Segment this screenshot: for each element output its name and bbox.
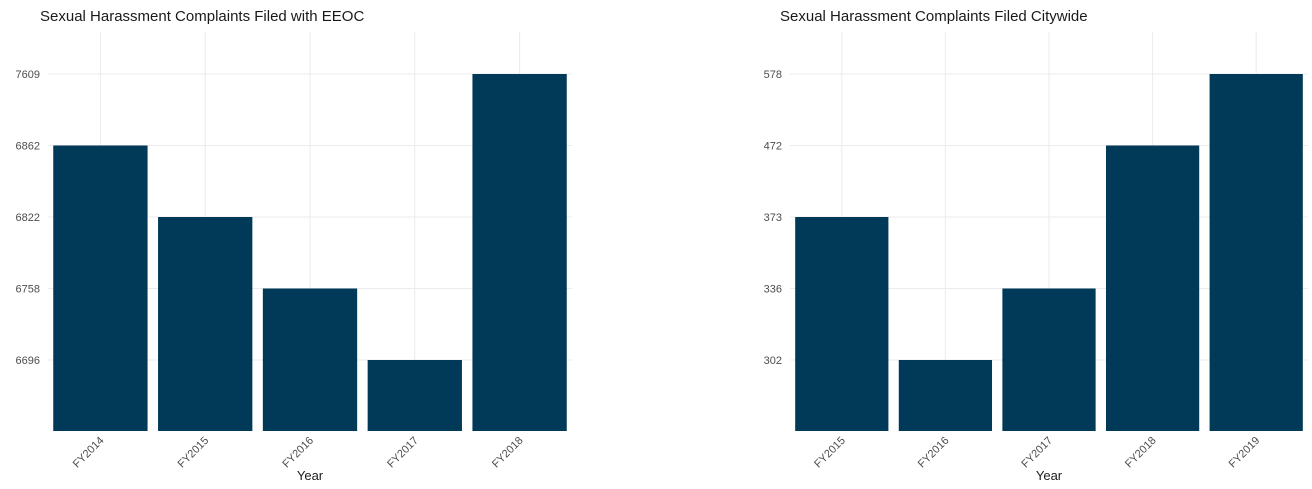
x-tick-label: FY2016 bbox=[280, 435, 316, 471]
x-tick-label: FY2018 bbox=[490, 435, 526, 471]
y-tick-label: 302 bbox=[764, 355, 782, 367]
x-axis-title: Year bbox=[297, 468, 324, 483]
y-tick-label: 578 bbox=[764, 69, 782, 81]
chart-title: Sexual Harassment Complaints Filed with … bbox=[40, 8, 365, 25]
y-tick-label: 373 bbox=[764, 212, 782, 224]
x-tick-label: FY2014 bbox=[71, 435, 107, 471]
bar bbox=[367, 360, 462, 431]
x-tick-label: FY2018 bbox=[1123, 435, 1159, 471]
x-tick-label: FY2015 bbox=[812, 435, 848, 471]
y-tick-label: 6696 bbox=[16, 355, 40, 367]
chart-panel-eeoc: Sexual Harassment Complaints Filed with … bbox=[0, 0, 600, 489]
chart-panel-citywide: Sexual Harassment Complaints Filed Cityw… bbox=[740, 0, 1312, 489]
bar bbox=[1002, 288, 1096, 431]
bar bbox=[1105, 145, 1200, 431]
y-tick-label: 6862 bbox=[16, 141, 40, 153]
y-tick-label: 6758 bbox=[16, 284, 40, 296]
y-tick-label: 336 bbox=[764, 284, 782, 296]
bar-chart-eeoc: 6696 6758 6822 6862 7609 FY2014 FY2015 FY2016 FY… bbox=[16, 32, 572, 483]
bar bbox=[898, 360, 993, 431]
bar bbox=[53, 145, 148, 431]
bar bbox=[158, 217, 253, 431]
x-tick-label: FY2019 bbox=[1227, 435, 1263, 471]
bar bbox=[1209, 74, 1303, 431]
x-axis-title: Year bbox=[1036, 468, 1063, 483]
x-tick-label: FY2015 bbox=[176, 435, 212, 471]
y-tick-label: 7609 bbox=[16, 69, 40, 81]
bar bbox=[472, 74, 567, 431]
y-tick-label: 472 bbox=[764, 141, 782, 153]
x-tick-label: FY2017 bbox=[1019, 435, 1055, 471]
y-tick-label: 6822 bbox=[16, 212, 40, 224]
bar bbox=[795, 217, 889, 431]
chart-title: Sexual Harassment Complaints Filed Cityw… bbox=[780, 8, 1088, 25]
bar-chart-citywide: 302 336 373 472 578 FY2015 FY2016 FY2017 FY2018 F… bbox=[764, 32, 1308, 483]
bar bbox=[262, 288, 358, 431]
x-tick-label: FY2016 bbox=[916, 435, 952, 471]
x-tick-label: FY2017 bbox=[385, 435, 421, 471]
